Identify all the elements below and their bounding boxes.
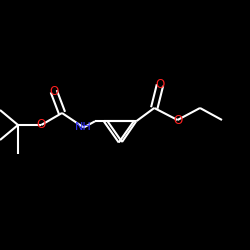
Text: O: O [49,85,58,98]
Text: O: O [156,78,164,92]
Text: O: O [36,118,46,132]
Text: O: O [173,114,182,126]
Text: NH: NH [76,122,92,132]
